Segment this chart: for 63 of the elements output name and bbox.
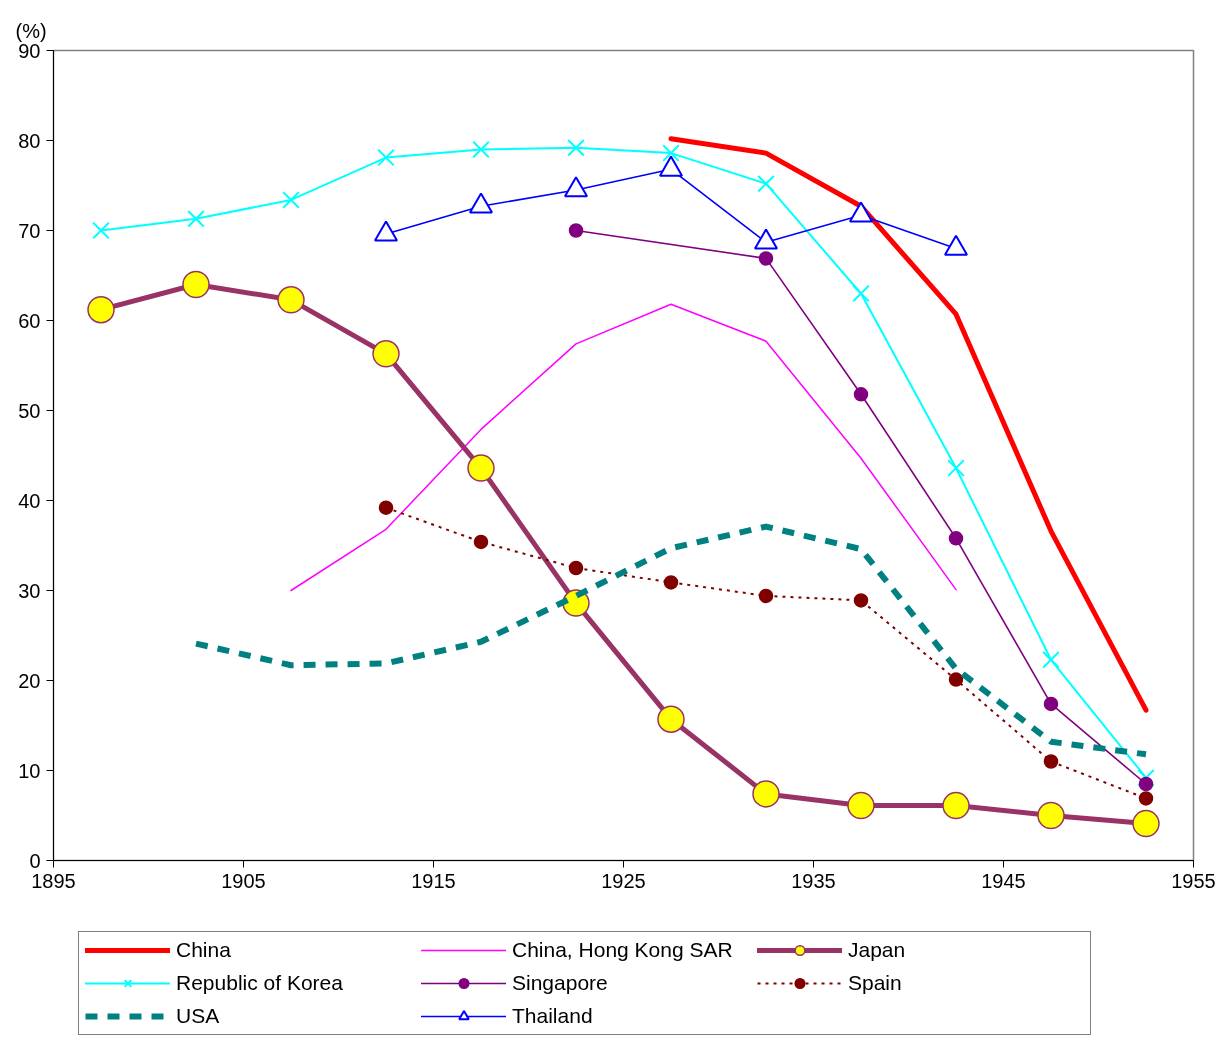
point xyxy=(663,575,679,590)
legend-label: USA xyxy=(176,1004,221,1028)
y-tick-label: 30 xyxy=(18,579,41,602)
point xyxy=(277,286,305,314)
legend-label: Republic of Korea xyxy=(176,971,344,995)
line-series xyxy=(290,303,957,592)
point xyxy=(657,705,685,733)
point xyxy=(757,174,775,193)
point xyxy=(568,560,584,576)
x-tick-label: 1945 xyxy=(981,869,1026,892)
point xyxy=(1138,776,1154,792)
y-tick-label: 40 xyxy=(18,489,41,512)
point xyxy=(1132,809,1160,838)
point xyxy=(372,340,400,368)
y-tick-label: 20 xyxy=(18,669,41,692)
point xyxy=(662,144,680,162)
point xyxy=(92,221,110,240)
y-tick-label: 50 xyxy=(18,399,41,422)
point xyxy=(568,223,584,238)
legend-label: Thailand xyxy=(512,1004,594,1028)
point xyxy=(87,295,115,324)
x-tick-label: 1915 xyxy=(411,869,456,892)
point xyxy=(567,138,585,157)
point xyxy=(752,780,780,808)
point xyxy=(1043,696,1059,712)
x-tick-label: 1925 xyxy=(601,869,646,892)
legend-label: Spain xyxy=(848,971,903,995)
y-tick-label: 60 xyxy=(18,309,41,332)
point xyxy=(377,148,395,167)
x-tick-label: 1955 xyxy=(1171,869,1216,892)
point xyxy=(1037,801,1065,830)
legend-label: China xyxy=(176,938,232,962)
y-tick-label: 80 xyxy=(18,129,41,152)
point xyxy=(853,387,869,402)
point xyxy=(182,270,210,299)
point xyxy=(948,672,964,687)
x-tick-label: 1935 xyxy=(791,869,836,892)
point xyxy=(473,534,489,550)
point xyxy=(852,284,870,303)
y-tick-label: 0 xyxy=(29,849,41,872)
y-tick-label: 10 xyxy=(18,759,41,782)
legend-label: Japan xyxy=(848,938,907,962)
point xyxy=(378,500,394,515)
x-tick-label: 1895 xyxy=(31,869,76,892)
legend-label: Singapore xyxy=(512,971,609,995)
point xyxy=(1043,754,1059,769)
y-tick-label: 70 xyxy=(18,219,41,242)
point xyxy=(758,251,774,266)
point xyxy=(282,191,300,209)
point xyxy=(472,140,490,159)
point xyxy=(853,593,869,608)
point xyxy=(467,454,495,482)
point xyxy=(758,588,774,604)
point xyxy=(942,791,970,820)
point xyxy=(948,531,964,546)
point xyxy=(187,210,205,228)
legend-label: China, Hong Kong SAR xyxy=(512,938,734,962)
point xyxy=(1042,651,1060,669)
point xyxy=(947,459,965,477)
x-tick-label: 1905 xyxy=(221,869,266,892)
point xyxy=(1138,791,1154,806)
y-axis-title: (%) xyxy=(15,19,47,42)
point xyxy=(847,791,875,820)
